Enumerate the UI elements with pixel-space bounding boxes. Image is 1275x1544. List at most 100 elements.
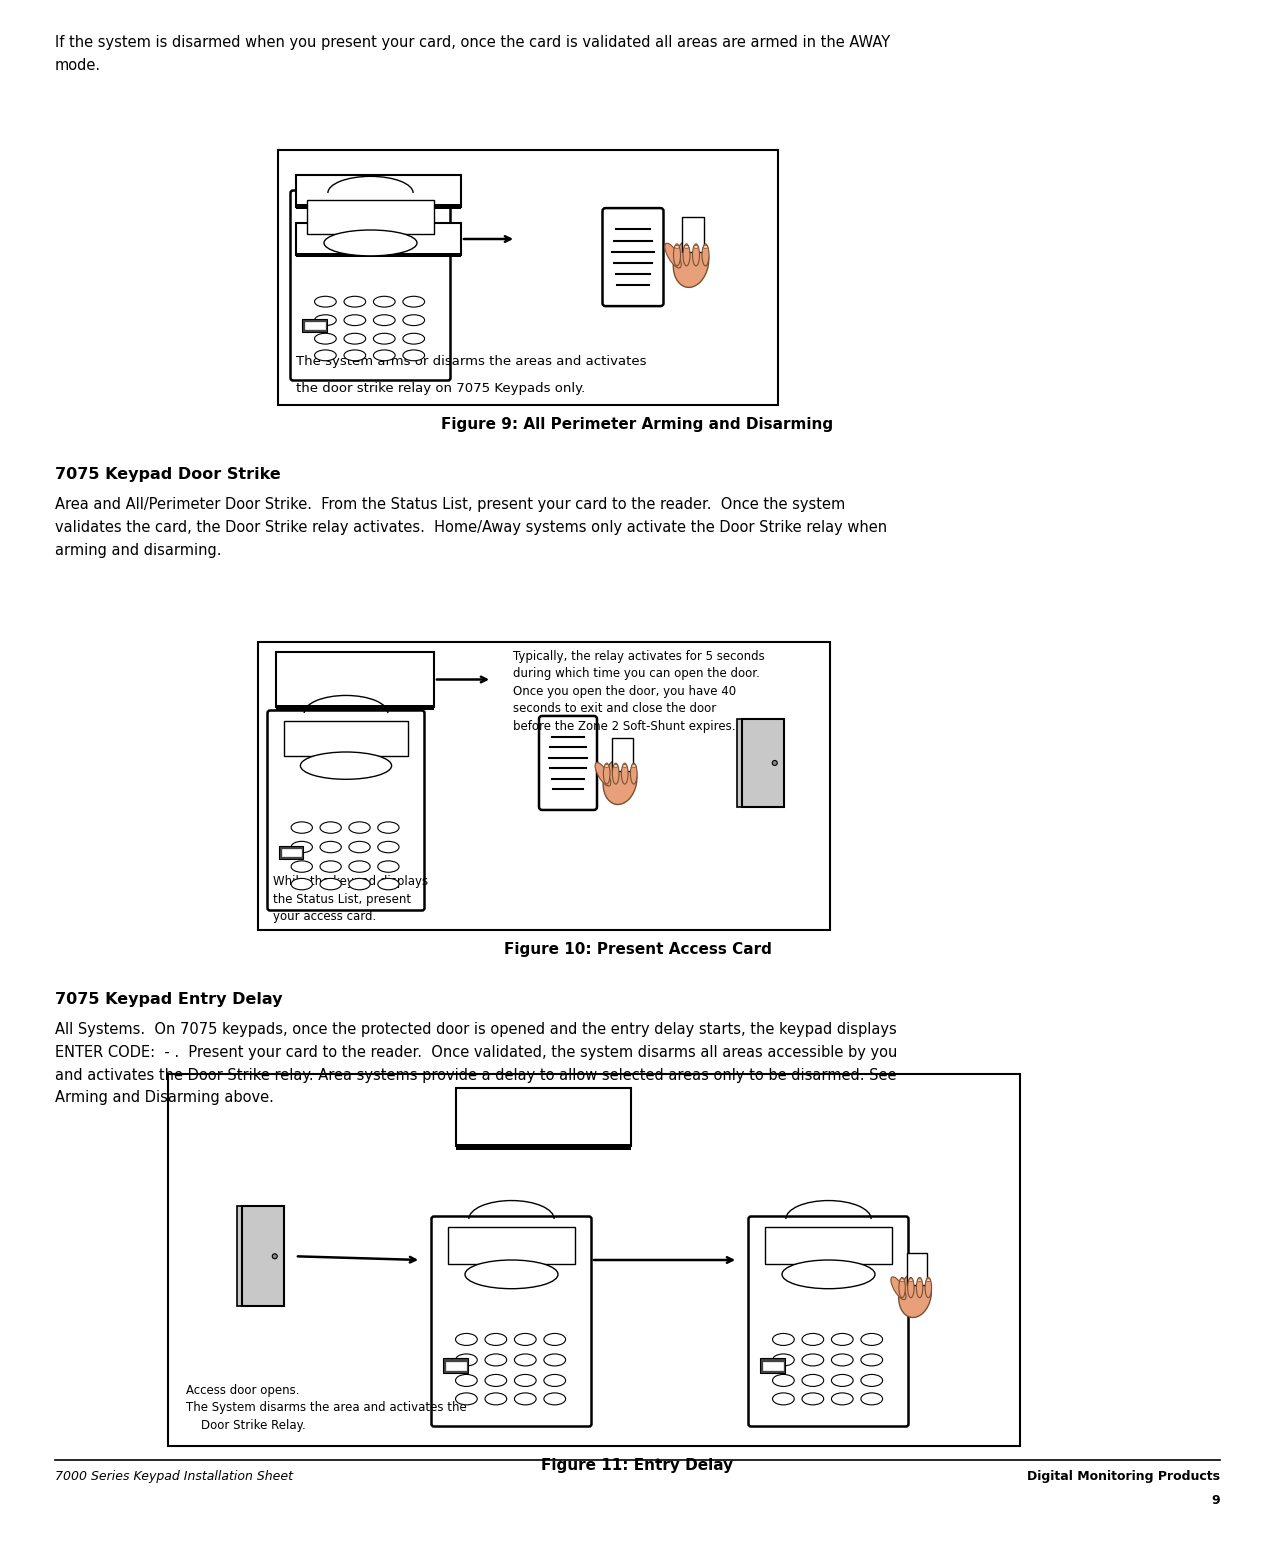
Ellipse shape <box>544 1374 566 1387</box>
Bar <box>760 1359 785 1373</box>
Ellipse shape <box>374 315 395 326</box>
Ellipse shape <box>612 763 620 784</box>
Ellipse shape <box>899 1272 931 1317</box>
Ellipse shape <box>291 862 312 872</box>
Ellipse shape <box>403 315 425 326</box>
Ellipse shape <box>621 763 629 784</box>
Bar <box>612 738 632 770</box>
Text: Figure 9: All Perimeter Arming and Disarming: Figure 9: All Perimeter Arming and Disar… <box>441 417 834 432</box>
Ellipse shape <box>484 1354 506 1366</box>
Ellipse shape <box>403 334 425 344</box>
Ellipse shape <box>909 1278 913 1282</box>
Ellipse shape <box>403 350 425 361</box>
FancyBboxPatch shape <box>539 716 597 811</box>
Bar <box>282 849 301 857</box>
Ellipse shape <box>273 1254 277 1258</box>
Ellipse shape <box>544 1393 566 1405</box>
FancyBboxPatch shape <box>748 1217 909 1427</box>
Ellipse shape <box>802 1374 824 1387</box>
Text: Area and All/Perimeter Door Strike.  From the Status List, present your card to : Area and All/Perimeter Door Strike. From… <box>55 497 887 557</box>
Text: Access door opens.
The System disarms the area and activates the
    Door Strike: Access door opens. The System disarms th… <box>186 1383 467 1431</box>
Ellipse shape <box>455 1374 477 1387</box>
Ellipse shape <box>349 821 370 834</box>
Ellipse shape <box>324 230 417 256</box>
Ellipse shape <box>349 879 370 889</box>
Bar <box>278 150 778 405</box>
Bar <box>296 222 462 255</box>
Text: 7075 Keypad Door Strike: 7075 Keypad Door Strike <box>55 466 280 482</box>
Ellipse shape <box>595 763 611 786</box>
Bar <box>275 652 434 707</box>
Ellipse shape <box>344 350 366 361</box>
Ellipse shape <box>320 821 342 834</box>
Ellipse shape <box>374 296 395 307</box>
Ellipse shape <box>465 1260 558 1289</box>
FancyBboxPatch shape <box>431 1217 592 1427</box>
Bar <box>296 253 462 258</box>
Ellipse shape <box>802 1334 824 1345</box>
Bar <box>242 1206 284 1306</box>
Text: All Systems.  On 7075 keypads, once the protected door is opened and the entry d: All Systems. On 7075 keypads, once the p… <box>55 1022 898 1106</box>
Bar <box>279 846 303 860</box>
Ellipse shape <box>315 334 337 344</box>
Bar <box>456 1144 631 1150</box>
Ellipse shape <box>349 841 370 852</box>
Text: ABC SECURITY: ABC SECURITY <box>284 658 370 670</box>
Ellipse shape <box>320 841 342 852</box>
Ellipse shape <box>377 821 399 834</box>
Ellipse shape <box>301 752 391 780</box>
Ellipse shape <box>891 1277 907 1300</box>
Ellipse shape <box>773 761 778 766</box>
Ellipse shape <box>455 1393 477 1405</box>
Bar <box>305 321 325 329</box>
Ellipse shape <box>514 1334 537 1345</box>
Ellipse shape <box>291 879 312 889</box>
Text: The system arms or disarms the areas and activates: The system arms or disarms the areas and… <box>296 355 646 367</box>
Ellipse shape <box>861 1354 882 1366</box>
Ellipse shape <box>544 1354 566 1366</box>
Ellipse shape <box>831 1334 853 1345</box>
Text: 7000 Series Keypad Installation Sheet: 7000 Series Keypad Installation Sheet <box>55 1470 293 1482</box>
Ellipse shape <box>908 1277 914 1297</box>
Ellipse shape <box>291 821 312 834</box>
Text: the door strike relay on 7075 Keypads only.: the door strike relay on 7075 Keypads on… <box>296 381 585 395</box>
Text: PERIM        ALL: PERIM ALL <box>303 184 425 198</box>
Text: Figure 11: Entry Delay: Figure 11: Entry Delay <box>542 1458 733 1473</box>
Bar <box>168 1075 1020 1447</box>
Ellipse shape <box>320 879 342 889</box>
Ellipse shape <box>514 1374 537 1387</box>
Ellipse shape <box>861 1334 882 1345</box>
Ellipse shape <box>631 764 636 767</box>
Ellipse shape <box>918 1278 922 1282</box>
Ellipse shape <box>917 1277 923 1297</box>
Ellipse shape <box>544 1334 566 1345</box>
Ellipse shape <box>861 1374 882 1387</box>
Text: Figure 10: Present Access Card: Figure 10: Present Access Card <box>504 942 771 957</box>
Ellipse shape <box>802 1354 824 1366</box>
Text: While the keypad displays
the Status List, present
your access card.: While the keypad displays the Status Lis… <box>273 875 428 923</box>
Bar <box>448 1227 575 1265</box>
Bar <box>275 706 434 710</box>
Text: ARM      DISARM: ARM DISARM <box>284 686 391 698</box>
Ellipse shape <box>374 334 395 344</box>
Ellipse shape <box>603 763 609 784</box>
Ellipse shape <box>604 764 609 767</box>
Ellipse shape <box>344 315 366 326</box>
Ellipse shape <box>673 238 709 287</box>
Bar <box>737 720 742 808</box>
Bar <box>762 1362 783 1370</box>
Ellipse shape <box>773 1393 794 1405</box>
Ellipse shape <box>773 1374 794 1387</box>
Text: ENTER CODE:>: ENTER CODE:> <box>465 1122 552 1136</box>
Ellipse shape <box>683 244 690 266</box>
Ellipse shape <box>484 1374 506 1387</box>
Ellipse shape <box>455 1334 477 1345</box>
Bar <box>307 201 434 233</box>
Text: 7075 Keypad Entry Delay: 7075 Keypad Entry Delay <box>55 991 283 1007</box>
Ellipse shape <box>782 1260 875 1289</box>
Ellipse shape <box>613 764 618 767</box>
Bar <box>237 1206 242 1306</box>
Ellipse shape <box>831 1393 853 1405</box>
Ellipse shape <box>377 879 399 889</box>
Ellipse shape <box>685 245 689 249</box>
